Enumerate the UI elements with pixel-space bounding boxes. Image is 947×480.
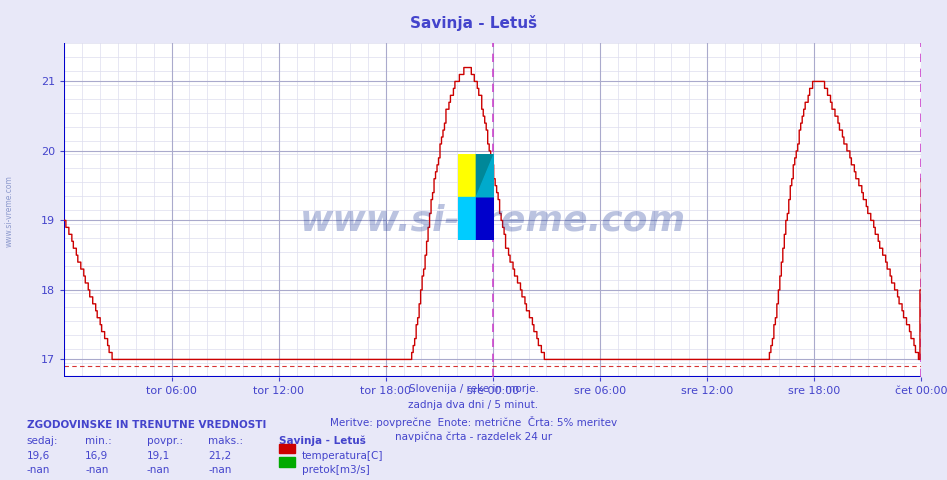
Text: www.si-vreme.com: www.si-vreme.com (5, 175, 14, 247)
Text: -nan: -nan (208, 465, 232, 475)
Text: 21,2: 21,2 (208, 451, 232, 461)
Bar (458, 197, 476, 240)
Text: Savinja - Letuš: Savinja - Letuš (410, 15, 537, 31)
Bar (476, 197, 494, 240)
Text: 16,9: 16,9 (85, 451, 109, 461)
Bar (458, 154, 476, 197)
Text: Meritve: povprečne  Enote: metrične  Črta: 5% meritev: Meritve: povprečne Enote: metrične Črta:… (330, 416, 617, 428)
Text: pretok[m3/s]: pretok[m3/s] (302, 465, 370, 475)
Text: sedaj:: sedaj: (27, 436, 58, 446)
Text: temperatura[C]: temperatura[C] (302, 451, 384, 461)
Text: Savinja - Letuš: Savinja - Letuš (279, 436, 366, 446)
Text: povpr.:: povpr.: (147, 436, 183, 446)
Text: zadnja dva dni / 5 minut.: zadnja dva dni / 5 minut. (408, 400, 539, 410)
Polygon shape (476, 154, 494, 197)
Text: navpična črta - razdelek 24 ur: navpična črta - razdelek 24 ur (395, 432, 552, 442)
Text: 19,6: 19,6 (27, 451, 50, 461)
Text: min.:: min.: (85, 436, 112, 446)
Polygon shape (476, 154, 494, 197)
Text: ZGODOVINSKE IN TRENUTNE VREDNOSTI: ZGODOVINSKE IN TRENUTNE VREDNOSTI (27, 420, 266, 430)
Text: maks.:: maks.: (208, 436, 243, 446)
Text: Slovenija / reke in morje.: Slovenija / reke in morje. (408, 384, 539, 394)
Text: -nan: -nan (147, 465, 170, 475)
Text: -nan: -nan (85, 465, 109, 475)
Text: -nan: -nan (27, 465, 50, 475)
Text: www.si-vreme.com: www.si-vreme.com (300, 203, 686, 237)
Text: 19,1: 19,1 (147, 451, 170, 461)
